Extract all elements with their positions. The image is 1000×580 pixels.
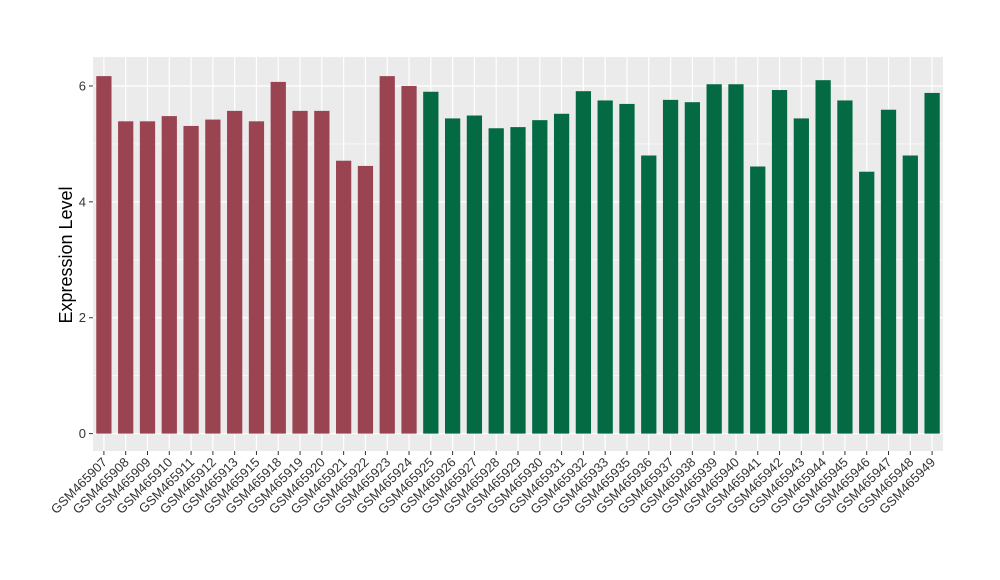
bar-GSM465922 (357, 165, 374, 434)
bar-GSM465911 (183, 125, 199, 434)
bar-GSM465938 (684, 102, 700, 434)
bar-GSM465945 (837, 100, 853, 434)
bar-GSM465920 (314, 110, 330, 434)
bar-GSM465946 (859, 171, 875, 434)
bar-GSM465937 (662, 99, 679, 434)
bar-GSM465930 (532, 120, 548, 434)
bar-GSM465944 (815, 80, 831, 434)
bar-GSM465910 (161, 116, 177, 434)
bar-GSM465913 (227, 110, 243, 434)
bar-GSM465928 (488, 128, 504, 434)
bar-GSM465921 (336, 160, 352, 434)
bar-GSM465942 (771, 90, 788, 434)
bar-GSM465915 (248, 121, 265, 434)
bar-GSM465935 (619, 103, 635, 434)
bar-GSM465949 (924, 92, 940, 434)
y-tick-label: 2 (79, 310, 86, 325)
bar-GSM465940 (728, 84, 744, 434)
bar-GSM465931 (553, 113, 570, 434)
y-tick-label: 4 (79, 194, 86, 209)
bar-GSM465919 (292, 110, 308, 434)
bar-GSM465927 (466, 115, 483, 434)
bar-GSM465912 (205, 119, 221, 434)
bar-GSM465907 (96, 76, 112, 434)
bar-GSM465925 (423, 91, 439, 434)
bar-GSM465948 (902, 155, 918, 434)
y-axis-title: Expression Level (56, 186, 76, 323)
bar-GSM465908 (118, 121, 134, 434)
bar-GSM465943 (793, 118, 809, 434)
y-tick-label: 6 (79, 78, 86, 93)
bar-GSM465926 (444, 118, 461, 434)
bar-GSM465941 (750, 166, 766, 434)
bar-GSM465924 (401, 85, 417, 434)
bar-GSM465947 (880, 109, 897, 434)
bar-GSM465939 (706, 84, 722, 434)
y-tick-label: 0 (79, 426, 86, 441)
bar-GSM465933 (597, 100, 613, 434)
bar-GSM465936 (641, 155, 657, 434)
y-axis: 0 2 4 6 (79, 78, 93, 441)
bar-GSM465918 (270, 81, 286, 434)
bars (96, 76, 940, 434)
bar-GSM465923 (379, 76, 395, 434)
x-axis: GSM465907GSM465908GSM465909GSM465910GSM4… (48, 451, 938, 517)
bar-GSM465909 (139, 121, 156, 434)
bar-GSM465932 (575, 91, 592, 434)
bar-GSM465929 (510, 127, 526, 434)
